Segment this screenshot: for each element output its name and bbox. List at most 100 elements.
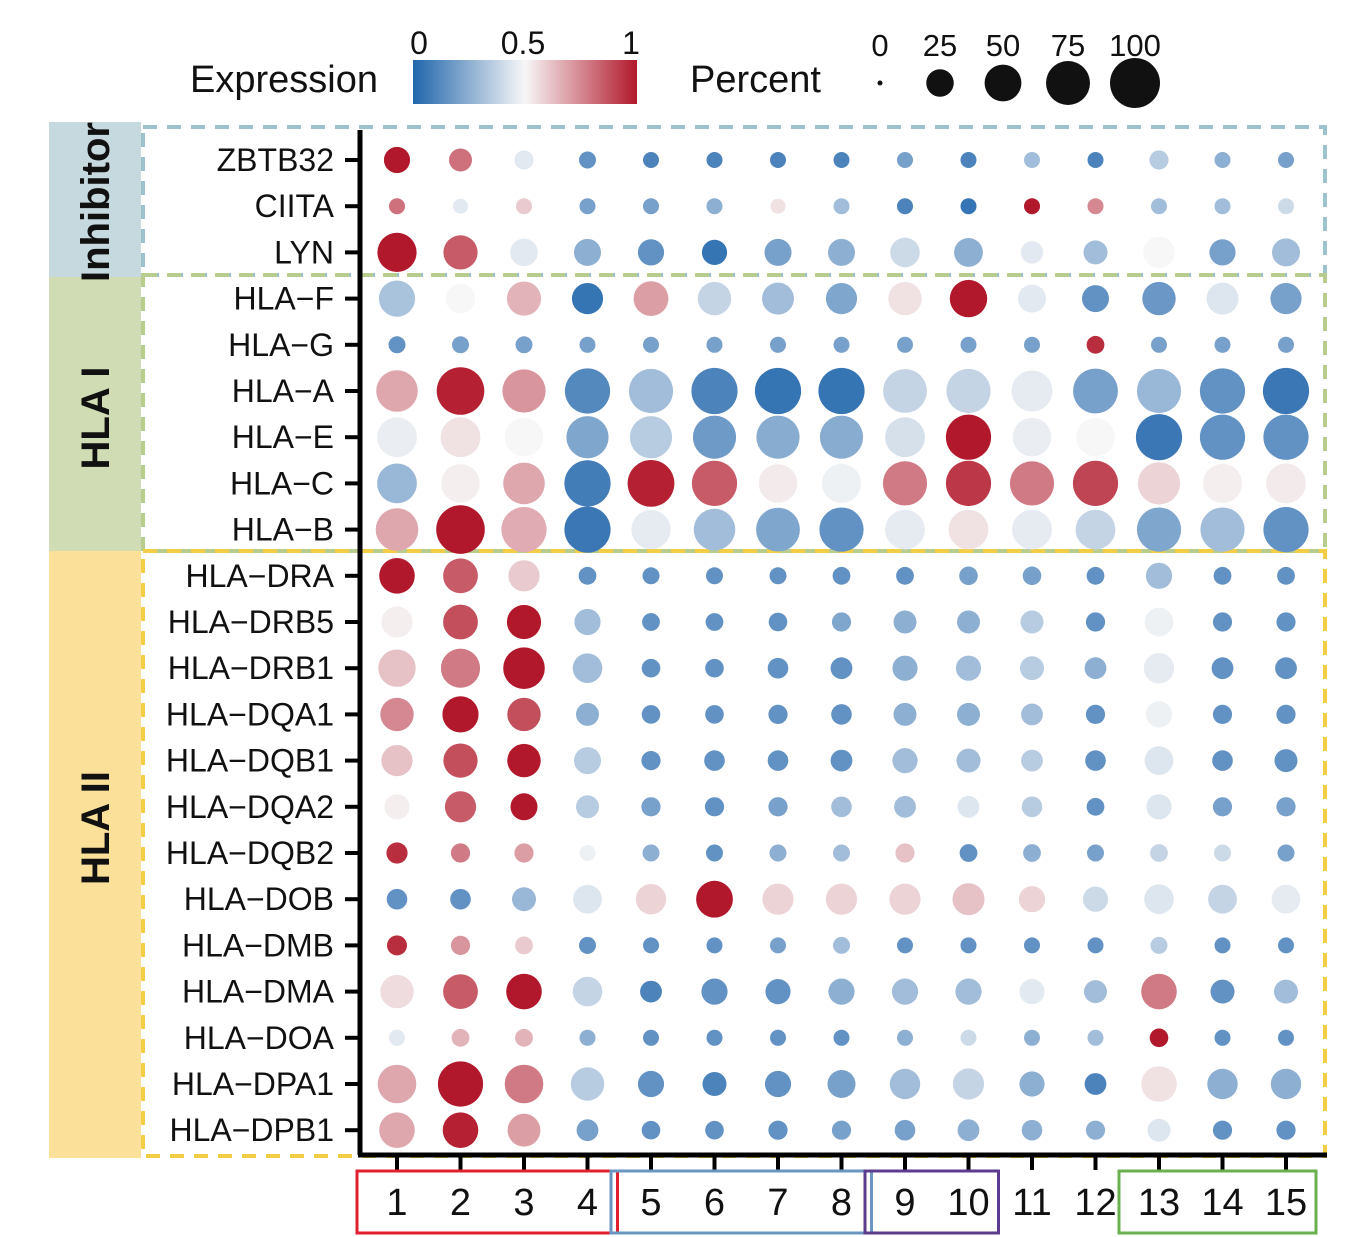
y-label-HLA−A: HLA−A	[232, 373, 335, 409]
dot-HLA−G-cluster-11	[1024, 336, 1040, 353]
dot-HLA−B-cluster-10	[948, 509, 989, 550]
dot-HLA−DQA1-cluster-11	[1021, 703, 1043, 726]
dot-HLA−DPA1-cluster-6	[702, 1072, 727, 1096]
group-band-inhibitor	[49, 122, 141, 277]
y-label-LYN: LYN	[274, 234, 334, 270]
dot-HLA−A-cluster-14	[1199, 368, 1246, 414]
dot-HLA−DPA1-cluster-4	[570, 1067, 605, 1101]
dot-HLA−DQB1-cluster-2	[443, 743, 478, 778]
dot-HLA−DPA1-cluster-8	[827, 1070, 856, 1098]
dot-ZBTB32-cluster-8	[833, 152, 850, 168]
dot-HLA−E-cluster-15	[1263, 414, 1309, 460]
percent-legend-tick-100: 100	[1109, 28, 1161, 63]
dot-ZBTB32-cluster-2	[449, 148, 472, 172]
x-label-cluster-7: 7	[767, 1182, 788, 1224]
dot-HLA−DQB2-cluster-4	[579, 845, 596, 861]
dot-HLA−DOA-cluster-3	[515, 1028, 533, 1047]
dot-HLA−DOA-cluster-1	[389, 1029, 405, 1046]
x-label-cluster-15: 15	[1265, 1182, 1307, 1224]
dot-HLA−DMA-cluster-1	[380, 974, 414, 1009]
y-label-HLA−B: HLA−B	[232, 512, 334, 548]
dot-ZBTB32-cluster-12	[1087, 152, 1104, 168]
dot-HLA−DPA1-cluster-10	[952, 1068, 985, 1100]
dot-HLA−DMB-cluster-6	[706, 937, 723, 954]
dot-HLA−DPB1-cluster-8	[831, 1120, 852, 1140]
dot-HLA−DPB1-cluster-6	[705, 1120, 724, 1140]
dot-HLA−DRB5-cluster-4	[574, 608, 601, 636]
dot-HLA−DOA-cluster-15	[1278, 1029, 1294, 1046]
dot-HLA−DRA-cluster-11	[1022, 566, 1042, 586]
dot-HLA−DPA1-cluster-15	[1270, 1068, 1302, 1100]
expression-tick-1: 1	[622, 25, 640, 61]
group-bands: Inhibitor HLA I HLA II	[49, 122, 141, 1158]
y-label-CIITA: CIITA	[255, 188, 335, 224]
dot-HLA−DOB-cluster-15	[1271, 884, 1301, 914]
dot-HLA−DMB-cluster-5	[643, 937, 659, 954]
dot-HLA−C-cluster-14	[1202, 463, 1243, 503]
dot-HLA−DQB1-cluster-8	[830, 749, 853, 772]
percent-legend-dot-0	[877, 80, 883, 86]
dot-HLA−DQB2-cluster-5	[642, 844, 660, 862]
dot-HLA−A-cluster-11	[1011, 370, 1053, 412]
dot-HLA−C-cluster-2	[441, 464, 480, 503]
dot-ZBTB32-cluster-14	[1214, 152, 1231, 168]
percent-legend-title: Percent	[690, 59, 821, 101]
dot-HLA−DQB1-cluster-12	[1085, 750, 1106, 771]
percent-legend-dot-100	[1110, 58, 1160, 108]
dot-HLA−DPA1-cluster-1	[377, 1064, 417, 1104]
dot-HLA−DQB1-cluster-5	[641, 751, 661, 771]
dot-HLA−B-cluster-6	[693, 508, 736, 551]
dot-HLA−DOB-cluster-12	[1082, 886, 1109, 912]
dot-HLA−DRA-cluster-15	[1277, 566, 1295, 585]
dot-HLA−DMA-cluster-10	[955, 978, 982, 1005]
dot-HLA−DPA1-cluster-14	[1207, 1068, 1238, 1100]
dot-HLA−DOA-cluster-10	[960, 1029, 977, 1046]
dot-HLA−DRA-cluster-4	[578, 566, 597, 585]
dot-HLA−F-cluster-11	[1018, 284, 1046, 313]
dot-CIITA-cluster-1	[389, 198, 405, 215]
dot-HLA−E-cluster-2	[440, 417, 481, 458]
dot-HLA−DRB1-cluster-15	[1275, 657, 1297, 680]
dot-HLA−DRB5-cluster-1	[381, 606, 413, 638]
x-label-cluster-9: 9	[894, 1182, 915, 1224]
dot-HLA−DOA-cluster-5	[643, 1029, 659, 1046]
y-label-HLA−DPB1: HLA−DPB1	[169, 1112, 334, 1148]
x-label-cluster-3: 3	[513, 1182, 534, 1224]
dot-HLA−DQB2-cluster-15	[1277, 844, 1295, 862]
dot-HLA−C-cluster-4	[564, 460, 611, 507]
x-label-cluster-5: 5	[640, 1182, 661, 1224]
dot-CIITA-cluster-11	[1024, 198, 1040, 215]
dot-HLA−DMB-cluster-12	[1087, 937, 1104, 954]
dot-HLA−DOA-cluster-8	[833, 1029, 850, 1046]
dot-HLA−DRA-cluster-5	[642, 567, 660, 585]
dot-HLA−E-cluster-10	[945, 414, 992, 460]
dot-HLA−DMB-cluster-1	[387, 935, 407, 956]
dot-HLA−DRB5-cluster-3	[506, 604, 542, 640]
dot-HLA−DMB-cluster-11	[1024, 937, 1040, 954]
dot-HLA−B-cluster-14	[1200, 507, 1245, 552]
dot-HLA−F-cluster-12	[1082, 285, 1109, 313]
y-label-HLA−DMB: HLA−DMB	[182, 927, 334, 963]
dot-HLA−DMB-cluster-15	[1278, 937, 1294, 954]
dot-HLA−B-cluster-2	[436, 505, 485, 554]
group-band-hla-i	[49, 277, 141, 551]
dot-HLA−DQA2-cluster-11	[1021, 796, 1043, 818]
dot-ZBTB32-cluster-4	[579, 151, 596, 169]
dot-ZBTB32-cluster-10	[960, 152, 977, 168]
y-label-HLA−DRA: HLA−DRA	[186, 558, 335, 594]
dot-HLA−F-cluster-5	[633, 281, 669, 316]
dot-HLA−A-cluster-15	[1262, 367, 1310, 415]
dot-HLA−E-cluster-5	[629, 416, 673, 459]
percent-legend-tick-50: 50	[986, 28, 1020, 63]
dot-HLA−E-cluster-14	[1199, 414, 1246, 460]
dot-ZBTB32-cluster-15	[1278, 152, 1294, 168]
dot-CIITA-cluster-4	[579, 198, 596, 215]
dot-HLA−DOB-cluster-2	[450, 888, 471, 910]
y-label-HLA−DOA: HLA−DOA	[184, 1020, 335, 1056]
percent-legend-tick-75: 75	[1051, 28, 1085, 63]
dot-LYN-cluster-4	[574, 238, 601, 266]
dot-HLA−DRB1-cluster-5	[641, 658, 661, 678]
dot-HLA−A-cluster-8	[818, 367, 865, 415]
expression-tick-0: 0	[410, 25, 428, 61]
dot-HLA−DQB1-cluster-9	[892, 748, 918, 774]
